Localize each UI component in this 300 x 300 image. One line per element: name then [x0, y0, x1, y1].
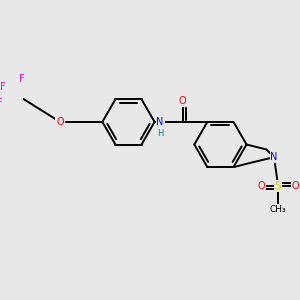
- Text: N: N: [156, 117, 164, 127]
- Text: F: F: [0, 98, 3, 108]
- Text: H: H: [157, 129, 163, 138]
- Text: F: F: [19, 74, 25, 84]
- Text: O: O: [179, 96, 186, 106]
- Text: N: N: [270, 152, 278, 162]
- Text: F: F: [0, 82, 5, 92]
- Text: S: S: [275, 181, 281, 191]
- Text: O: O: [257, 181, 265, 191]
- Text: O: O: [291, 181, 299, 191]
- Text: CH₃: CH₃: [270, 205, 286, 214]
- Text: O: O: [56, 117, 64, 127]
